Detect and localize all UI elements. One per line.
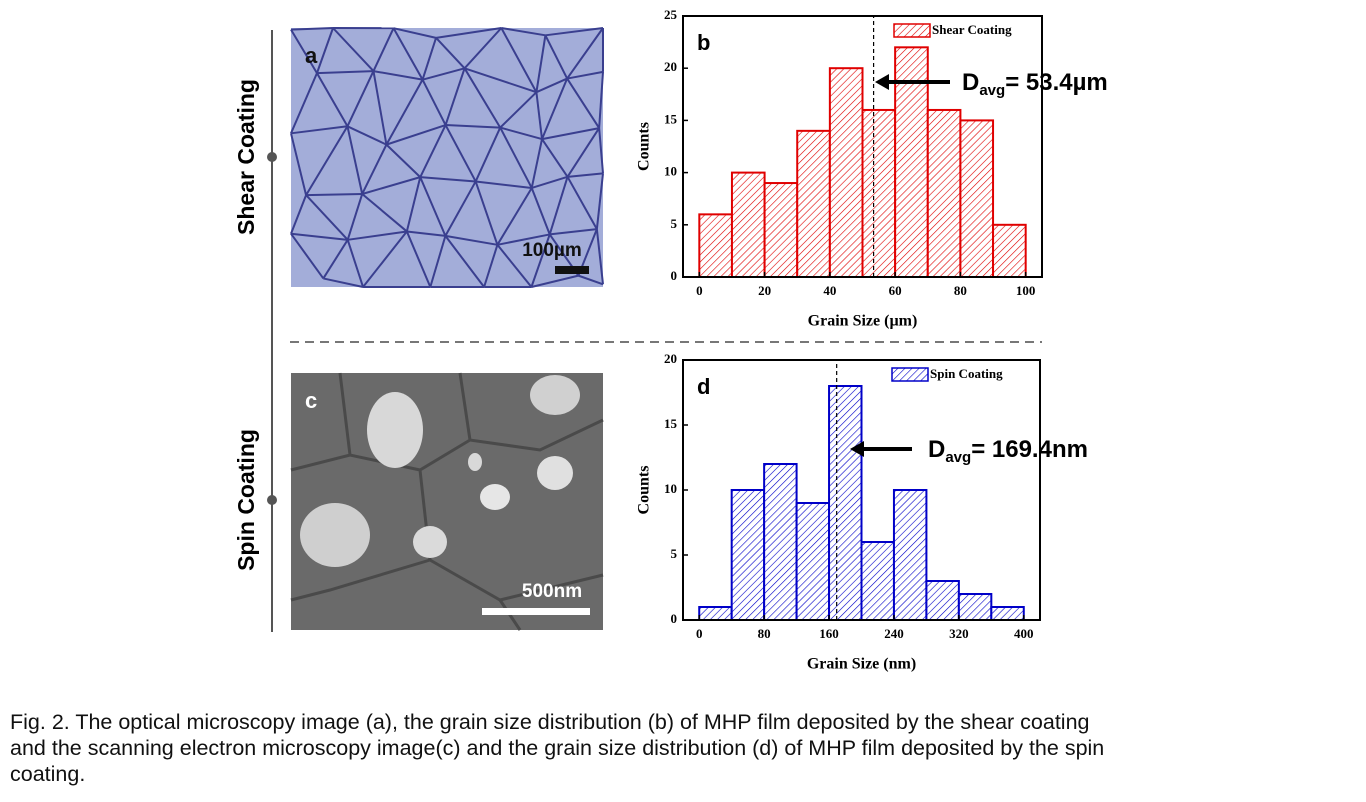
y-tick-label: 5 xyxy=(671,546,678,561)
bar xyxy=(926,581,958,620)
y-tick-label: 10 xyxy=(664,481,677,496)
bar xyxy=(928,110,961,277)
bar xyxy=(699,607,731,620)
bar xyxy=(764,464,796,620)
grain xyxy=(468,453,482,471)
annotation: Davg= 53.4µm xyxy=(962,69,1108,99)
x-tick-label: 240 xyxy=(884,626,904,641)
y-tick-label: 0 xyxy=(671,611,678,626)
grain xyxy=(367,392,423,468)
scale-bar xyxy=(482,608,590,615)
scale-bar-label: 500nm xyxy=(522,581,582,602)
side-dot xyxy=(267,152,277,162)
bar xyxy=(993,225,1026,277)
side-label: Spin Coating xyxy=(233,429,259,571)
legend-label: Shear Coating xyxy=(932,22,1012,37)
scale-bar xyxy=(555,266,589,274)
legend-swatch xyxy=(894,24,930,37)
y-tick-label: 20 xyxy=(664,59,677,74)
caption-line: and the scanning electron microscopy ima… xyxy=(10,736,1104,760)
bar xyxy=(960,120,993,277)
legend-label: Spin Coating xyxy=(930,366,1003,381)
side-dot xyxy=(267,495,277,505)
arrow-head xyxy=(875,74,889,90)
x-tick-label: 0 xyxy=(696,283,703,298)
bar xyxy=(863,110,896,277)
x-axis-label: Grain Size (µm) xyxy=(808,313,918,330)
grain xyxy=(480,484,510,510)
grain xyxy=(413,526,447,558)
y-tick-label: 15 xyxy=(664,111,678,126)
grain xyxy=(537,456,573,490)
bar xyxy=(991,607,1023,620)
annotation-subscript: avg xyxy=(979,82,1005,99)
bar xyxy=(894,490,926,620)
bar xyxy=(959,594,991,620)
panel-label: d xyxy=(697,374,710,399)
x-tick-label: 20 xyxy=(758,283,771,298)
grain xyxy=(530,375,580,415)
y-tick-label: 10 xyxy=(664,164,677,179)
annotation-subscript: avg xyxy=(945,449,971,466)
panel-label: b xyxy=(697,30,710,55)
x-tick-label: 60 xyxy=(889,283,902,298)
grain-boundary xyxy=(306,194,362,195)
x-tick-label: 80 xyxy=(758,626,771,641)
x-tick-label: 400 xyxy=(1014,626,1034,641)
caption-line: Fig. 2. The optical microscopy image (a)… xyxy=(10,710,1089,734)
bar xyxy=(732,173,765,277)
side-label: Shear Coating xyxy=(233,79,259,235)
y-tick-label: 5 xyxy=(671,216,678,231)
bar xyxy=(797,503,829,620)
panel-label: a xyxy=(305,43,318,68)
annotation-text: = 169.4nm xyxy=(971,436,1088,463)
y-axis-label: Counts xyxy=(636,466,653,515)
bar xyxy=(829,386,861,620)
x-axis-label: Grain Size (nm) xyxy=(807,656,916,673)
scale-bar-label: 100µm xyxy=(522,240,582,261)
x-tick-label: 0 xyxy=(696,626,703,641)
legend-swatch xyxy=(892,368,928,381)
annotation-symbol: D xyxy=(928,436,945,463)
annotation-symbol: D xyxy=(962,69,979,96)
x-tick-label: 100 xyxy=(1016,283,1036,298)
x-tick-label: 320 xyxy=(949,626,969,641)
bar xyxy=(797,131,830,277)
bar xyxy=(862,542,894,620)
bar xyxy=(699,214,732,277)
bar xyxy=(732,490,764,620)
y-axis-label: Counts xyxy=(636,122,653,171)
caption-line: coating. xyxy=(10,762,85,786)
y-tick-label: 15 xyxy=(664,416,678,431)
y-tick-label: 20 xyxy=(664,351,677,366)
bar xyxy=(830,68,863,277)
annotation-text: = 53.4µm xyxy=(1005,69,1108,96)
x-tick-label: 160 xyxy=(819,626,839,641)
y-tick-label: 25 xyxy=(664,7,678,22)
y-tick-label: 0 xyxy=(671,268,678,283)
panel-label: c xyxy=(305,388,317,413)
x-tick-label: 80 xyxy=(954,283,967,298)
x-tick-label: 40 xyxy=(823,283,836,298)
grain xyxy=(300,503,370,567)
annotation: Davg= 169.4nm xyxy=(928,436,1088,466)
bar xyxy=(765,183,798,277)
